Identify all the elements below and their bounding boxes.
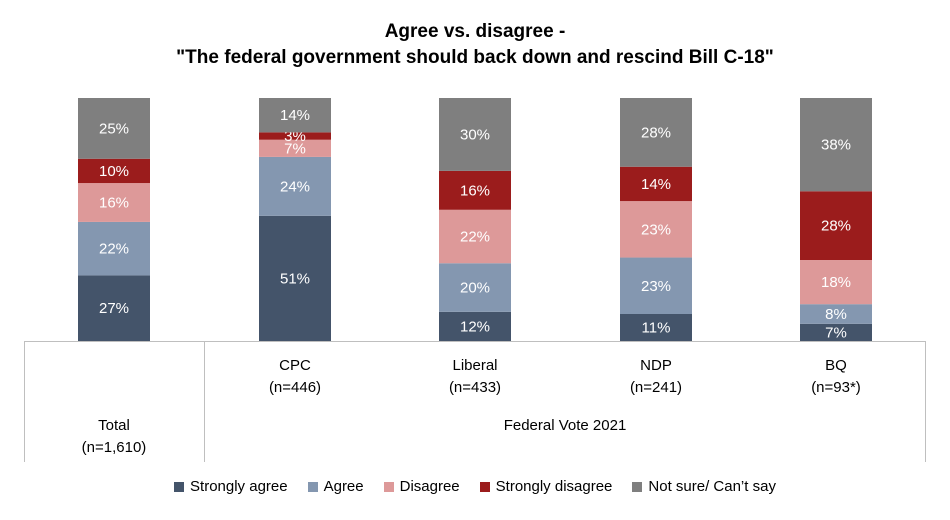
category-name-cpc: CPC	[279, 357, 311, 374]
data-label-liberal-0: 12%	[460, 318, 490, 335]
data-label-total-4: 25%	[99, 120, 129, 137]
bar-segment-cpc-2	[259, 139, 331, 157]
legend-swatch	[479, 481, 490, 492]
category-label-liberal: Liberal (n=433)	[395, 355, 555, 399]
bar-segment-total-0	[78, 275, 150, 341]
category-label-bq: BQ (n=93*)	[756, 355, 916, 399]
bar-segment-cpc-4	[259, 98, 331, 133]
data-label-liberal-3: 16%	[460, 182, 490, 199]
bar-segment-bq-0	[800, 323, 872, 341]
chart-title-line2: "The federal government should back down…	[176, 47, 774, 68]
bar-segment-total-2	[78, 183, 150, 222]
category-n-total: (n=1,610)	[81, 439, 147, 456]
data-label-ndp-4: 28%	[641, 124, 671, 141]
legend-label: Agree	[323, 478, 364, 495]
data-label-bq-3: 28%	[821, 218, 851, 235]
bar-segment-liberal-1	[439, 263, 511, 312]
chart-title-line1: Agree vs. disagree -	[384, 21, 566, 42]
category-label-total: Total (n=1,610)	[34, 415, 194, 459]
data-label-cpc-1: 24%	[280, 178, 310, 195]
data-label-liberal-2: 22%	[460, 229, 490, 246]
bar-segment-cpc-0	[259, 215, 331, 341]
data-label-ndp-3: 14%	[641, 176, 671, 193]
legend-swatch	[383, 481, 394, 492]
data-label-liberal-1: 20%	[460, 280, 490, 297]
data-label-ndp-1: 23%	[641, 278, 671, 295]
group-label-federal-vote: Federal Vote 2021	[503, 417, 627, 434]
bar-segment-bq-2	[800, 260, 872, 305]
bar-segment-cpc-3	[259, 132, 331, 140]
bar-segment-liberal-2	[439, 209, 511, 264]
bar-segment-liberal-3	[439, 170, 511, 210]
category-label-ndp: NDP (n=241)	[576, 355, 736, 399]
category-n-cpc: (n=446)	[268, 379, 322, 396]
data-label-liberal-4: 30%	[460, 126, 490, 143]
data-label-cpc-4: 14%	[280, 107, 310, 124]
data-label-cpc-2: 7%	[284, 140, 306, 157]
bar-segment-bq-4	[800, 98, 872, 192]
legend-item: Agree	[307, 478, 364, 495]
category-name-total: Total	[98, 417, 130, 434]
legend-swatch	[307, 481, 318, 492]
legend-label: Strongly agree	[190, 478, 288, 495]
category-n-bq: (n=93*)	[811, 379, 861, 396]
bar-segment-total-4	[78, 98, 150, 159]
data-label-total-0: 27%	[99, 300, 129, 317]
data-label-ndp-0: 11%	[642, 320, 671, 337]
data-label-bq-2: 18%	[821, 274, 851, 291]
category-label-cpc: CPC (n=446)	[215, 355, 375, 399]
bar-segment-bq-1	[800, 304, 872, 324]
bar-segment-bq-3	[800, 191, 872, 260]
bar-segment-ndp-0	[620, 314, 692, 341]
legend-item: Strongly disagree	[479, 478, 613, 495]
category-n-ndp: (n=241)	[629, 379, 683, 396]
bar-segment-ndp-4	[620, 98, 692, 167]
data-label-total-1: 22%	[99, 241, 129, 258]
legend-item: Strongly agree	[174, 478, 288, 495]
data-label-bq-1: 8%	[825, 306, 847, 323]
category-name-bq: BQ	[825, 357, 847, 374]
bar-segment-liberal-0	[439, 311, 511, 341]
bar-segment-liberal-4	[439, 98, 511, 171]
bar-segment-ndp-1	[620, 257, 692, 314]
category-name-ndp: NDP	[640, 357, 672, 374]
data-label-total-3: 10%	[99, 163, 129, 180]
legend-label: Not sure/ Can’t say	[648, 478, 776, 495]
bar-segment-cpc-1	[259, 156, 331, 216]
bar-segment-ndp-3	[620, 166, 692, 202]
data-label-cpc-0: 51%	[280, 270, 310, 287]
legend-swatch	[174, 481, 185, 492]
legend-label: Strongly disagree	[495, 478, 613, 495]
data-label-bq-4: 38%	[821, 137, 851, 154]
legend-item: Not sure/ Can’t say	[632, 478, 776, 495]
data-label-ndp-2: 23%	[641, 221, 671, 238]
bar-segment-ndp-2	[620, 201, 692, 258]
bar-segment-total-1	[78, 221, 150, 276]
legend: Strongly agree Agree Disagree Strongly d…	[0, 478, 950, 495]
bar-segment-total-3	[78, 158, 150, 184]
data-label-total-2: 16%	[99, 194, 129, 211]
category-name-liberal: Liberal	[452, 357, 498, 374]
legend-label: Disagree	[399, 478, 460, 495]
category-n-liberal: (n=433)	[448, 379, 502, 396]
data-label-bq-0: 7%	[825, 324, 847, 341]
legend-item: Disagree	[383, 478, 460, 495]
legend-swatch	[632, 481, 643, 492]
